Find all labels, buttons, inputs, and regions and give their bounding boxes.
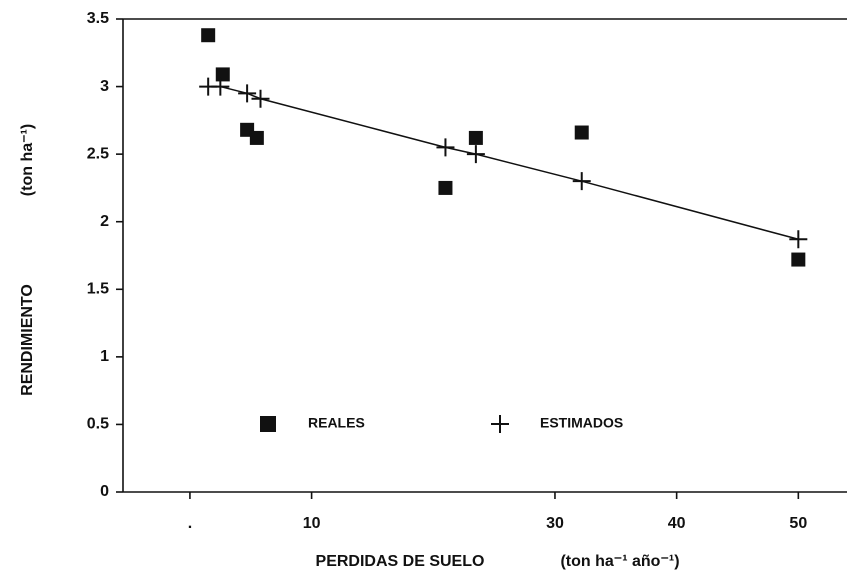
x-axis-unit: (ton ha⁻¹ año⁻¹) (560, 553, 679, 570)
y-tick-label: 3 (100, 78, 109, 95)
point (201, 28, 216, 43)
point (574, 125, 589, 140)
y-tick-label: 0 (100, 483, 109, 500)
legend-label: REALES (308, 415, 365, 431)
point (249, 130, 264, 145)
y-tick-label: 2.5 (87, 145, 109, 162)
legend-marker (491, 415, 509, 433)
y-tick-label: 2 (100, 213, 109, 230)
point (466, 145, 485, 164)
y-axis-unit: (ton ha⁻¹) (19, 124, 36, 196)
y-axis-label: RENDIMIENTO (19, 284, 36, 396)
x-tick-label: 30 (546, 515, 564, 532)
legend-marker (260, 416, 276, 432)
point (438, 180, 453, 195)
point (468, 130, 483, 145)
y-tick-label: 3.5 (87, 10, 109, 27)
x-tick-label: 40 (668, 515, 686, 532)
point (251, 89, 270, 108)
x-axis-label: PERDIDAS DE SUELO (316, 553, 485, 570)
y-tick-label: 1.5 (87, 281, 109, 298)
x-tick-label: 10 (303, 515, 321, 532)
trend-line (208, 85, 799, 241)
point (215, 67, 230, 82)
point (789, 230, 808, 249)
y-tick-label: 1 (100, 348, 109, 365)
point (436, 138, 455, 157)
x-tick-label: 50 (789, 515, 807, 532)
y-tick-label: 0.5 (87, 416, 109, 433)
point (572, 172, 591, 191)
point (238, 84, 257, 103)
legend-label: ESTIMADOS (540, 415, 623, 431)
x-tick-label: . (188, 515, 192, 532)
point (211, 77, 230, 96)
point (791, 252, 806, 267)
